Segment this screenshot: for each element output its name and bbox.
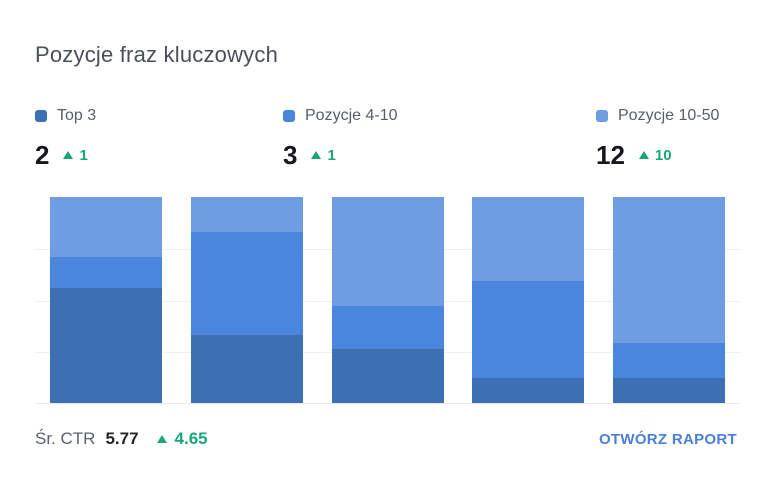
metric-value-line: 3 1 xyxy=(283,142,596,168)
metric-delta: 1 xyxy=(311,146,336,164)
widget-footer: Śr. CTR 5.77 4.65 OTWÓRZ RAPORT xyxy=(35,427,737,451)
bar-segment-pozycje-4-10 xyxy=(190,232,303,336)
widget-title: Pozycje fraz kluczowych xyxy=(35,42,279,67)
delta-value: 10 xyxy=(654,146,672,164)
stacked-bar[interactable] xyxy=(331,197,444,403)
stacked-bar[interactable] xyxy=(50,197,162,403)
arrow-up-icon xyxy=(311,151,322,159)
bar-segment-top-3 xyxy=(50,287,162,403)
legend-swatch-pozycje-10-50-icon xyxy=(596,110,608,122)
metric-value-line: 2 1 xyxy=(35,142,283,168)
legend-metrics-row: Top 3 2 1 Pozycje 4-10 3 1 xyxy=(0,106,773,168)
legend-item-top3[interactable]: Top 3 xyxy=(35,106,283,126)
bar-segment-pozycje-10-50 xyxy=(613,197,725,344)
arrow-up-icon xyxy=(638,151,649,159)
bar-segment-pozycje-10-50 xyxy=(472,197,585,282)
bars-group xyxy=(35,197,740,403)
bar-segment-pozycje-4-10 xyxy=(472,281,585,379)
ctr-delta: 4.65 xyxy=(156,429,208,449)
ctr-value: 5.77 xyxy=(105,429,139,448)
stacked-bar[interactable] xyxy=(613,197,725,403)
arrow-up-icon xyxy=(156,435,167,443)
metric-value: 12 xyxy=(596,140,625,170)
delta-value: 1 xyxy=(79,146,88,164)
bar-segment-pozycje-10-50 xyxy=(190,197,303,233)
metric-delta: 10 xyxy=(638,146,672,164)
metric-top3: Top 3 2 1 xyxy=(35,106,283,168)
bar-segment-top-3 xyxy=(472,378,585,403)
legend-label: Top 3 xyxy=(57,107,97,124)
stacked-bar[interactable] xyxy=(190,197,303,403)
stacked-bar[interactable] xyxy=(472,197,585,403)
legend-label: Pozycje 10-50 xyxy=(618,107,720,124)
legend-swatch-pozycje-4-10-icon xyxy=(283,110,295,122)
arrow-up-icon xyxy=(63,151,74,159)
avg-ctr-summary: Śr. CTR 5.77 4.65 xyxy=(35,429,208,449)
stacked-bar-chart xyxy=(35,197,740,404)
legend-swatch-top3-icon xyxy=(35,110,47,122)
bar-segment-top-3 xyxy=(331,349,444,403)
open-report-link[interactable]: OTWÓRZ RAPORT xyxy=(598,430,737,448)
metric-value-line: 12 10 xyxy=(596,142,737,168)
legend-label: Pozycje 4-10 xyxy=(305,107,398,124)
legend-item-pozycje-10-50[interactable]: Pozycje 10-50 xyxy=(596,106,737,126)
bar-segment-pozycje-10-50 xyxy=(331,197,444,307)
metric-value: 2 xyxy=(35,140,50,170)
metric-pozycje-10-50: Pozycje 10-50 12 10 xyxy=(596,106,737,168)
ctr-delta-value: 4.65 xyxy=(174,429,208,448)
chart-baseline xyxy=(35,403,740,404)
metric-delta: 1 xyxy=(63,146,88,164)
bar-segment-top-3 xyxy=(190,335,303,403)
ctr-label: Śr. CTR xyxy=(35,429,96,448)
bar-segment-pozycje-4-10 xyxy=(613,343,725,379)
delta-value: 1 xyxy=(327,146,336,164)
bar-segment-top-3 xyxy=(613,378,725,403)
bar-segment-pozycje-4-10 xyxy=(331,306,444,350)
legend-item-pozycje-4-10[interactable]: Pozycje 4-10 xyxy=(283,106,596,126)
bar-segment-pozycje-4-10 xyxy=(50,256,162,288)
metric-value: 3 xyxy=(283,140,298,170)
metric-pozycje-4-10: Pozycje 4-10 3 1 xyxy=(283,106,596,168)
bar-segment-pozycje-10-50 xyxy=(50,197,162,257)
